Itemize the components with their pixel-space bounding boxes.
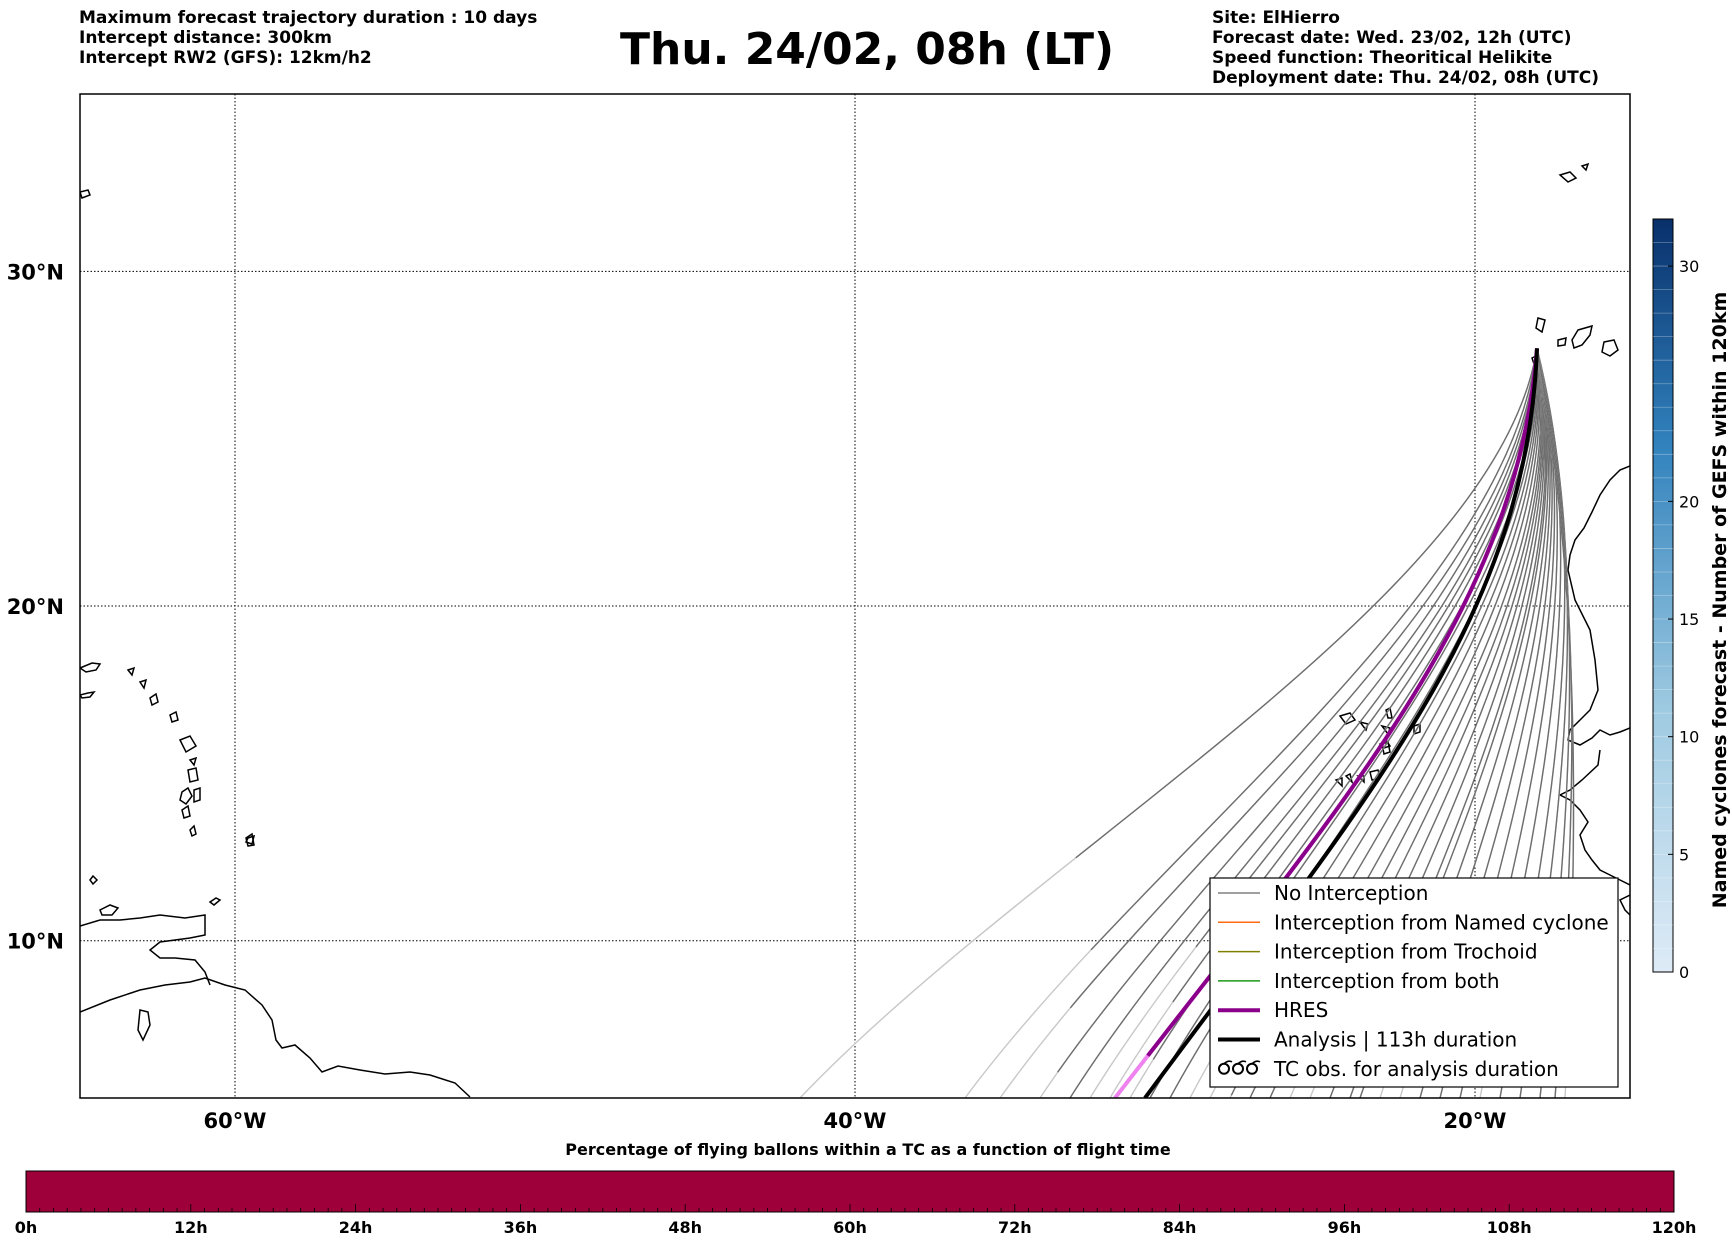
cape-verde-island-4: [1413, 722, 1421, 736]
cyclone-colorbar: 0 5 10 15 20 30 Named cyclones forecast - Num…: [1652, 218, 1731, 982]
north-america-coast: [80, 189, 91, 199]
header-info-left: Maximum forecast trajectory duration : 1…: [79, 8, 537, 68]
forecast-date-text: Forecast date: Wed. 23/02, 12h (UTC): [1212, 28, 1572, 48]
time-tick-label: 36h: [504, 1218, 538, 1237]
trajectory-no-interception: [1039, 348, 1538, 1098]
time-tick-label: 12h: [174, 1218, 208, 1237]
lon-label: 40°W: [824, 1109, 887, 1133]
time-tick-label: 120h: [1652, 1218, 1697, 1237]
cape-verde-island-10: [1385, 706, 1393, 719]
time-tick-label: 48h: [668, 1218, 702, 1237]
antilles-island-15: [181, 804, 191, 819]
trajectory-no-interception: [964, 348, 1538, 1098]
site-text: Site: ElHierro: [1212, 8, 1340, 28]
trajectory-no-interception: [1069, 348, 1538, 1098]
antilles-island-5: [187, 767, 199, 783]
cape-verde-island-1: [1338, 712, 1357, 725]
time-tick-label: 0h: [15, 1218, 38, 1237]
legend-box: [1209, 877, 1619, 1088]
cyclone-colorbar-ticks: 0 5 10 15 20 30: [1653, 242, 1699, 982]
south-america-coast: [80, 977, 471, 1098]
time-tick-label: 24h: [339, 1218, 373, 1237]
madeira-island: [1558, 171, 1578, 183]
antilles-island-3: [89, 874, 99, 886]
time-colorbar: Percentage of flying ballons within a TC…: [15, 1140, 1697, 1237]
africa-west-coast: [1567, 465, 1630, 746]
map-frame: [79, 93, 1631, 1099]
cyclone-symbol-tail: [1237, 1060, 1247, 1065]
lat-label: 30°N: [7, 260, 64, 284]
caribbean-north-coast: [80, 914, 211, 986]
antilles-island-13: [245, 832, 255, 847]
legend-label: TC obs. for analysis duration: [1273, 1057, 1559, 1081]
cyclone-symbol-tail: [1251, 1060, 1261, 1065]
time-tick-label: 84h: [1163, 1218, 1197, 1237]
intercept-distance-text: Intercept distance: 300km: [79, 28, 332, 48]
trajectory-no-interception: [999, 348, 1538, 1098]
colorbar-tick-label: 0: [1679, 963, 1689, 982]
legend: No Interception Interception from Named c…: [1209, 877, 1619, 1088]
time-bar-title: Percentage of flying ballons within a TC…: [565, 1140, 1171, 1159]
page-title: Thu. 24/02, 08h (LT): [620, 24, 1115, 75]
canary-island-1: [1535, 317, 1546, 334]
cyclone-symbol-tail: [1223, 1060, 1233, 1065]
antilles-island-10: [149, 692, 159, 707]
colorbar-tick-label: 20: [1679, 492, 1699, 511]
time-tick-label: 108h: [1487, 1218, 1532, 1237]
legend-label: Interception from both: [1274, 969, 1500, 993]
trajectory-no-interception: [1189, 348, 1539, 1098]
colorbar-tick-label: 10: [1679, 728, 1699, 747]
colorbar-tick-label: 30: [1679, 257, 1699, 276]
speed-function-text: Speed function: Theoritical Helikite: [1212, 48, 1553, 68]
legend-label: Interception from Trochoid: [1274, 940, 1538, 964]
canary-island-3: [1571, 324, 1594, 349]
madeira-island-2: [1580, 162, 1590, 172]
cape-verde-island-5: [1381, 741, 1391, 755]
time-tick-label: 96h: [1328, 1218, 1362, 1237]
antilles-island-2: [208, 897, 222, 906]
trajectory-no-interception: [799, 348, 1538, 1098]
cyclone-colorbar-gradient: [1652, 218, 1674, 973]
legend-label: No Interception: [1274, 881, 1428, 905]
canary-island-2: [1557, 337, 1567, 347]
colorbar-tick-label: 15: [1679, 610, 1699, 629]
longitude-labels: 60°W 40°W 20°W: [204, 1109, 1507, 1133]
antilles-island-14: [179, 786, 193, 806]
puerto-rico-coast: [80, 662, 102, 673]
time-bar-ticks: 0h 12h 24h 36h 48h 60h 72h 84h 96h 108h 120h: [15, 1204, 1697, 1237]
cyclone-colorbar-label: Named cyclones forecast - Number of GEFS…: [1709, 292, 1731, 909]
time-tick-label: 60h: [833, 1218, 867, 1237]
trinidad-coast: [137, 1009, 151, 1042]
antilles-island-9: [169, 710, 179, 723]
antilles-island-6: [193, 786, 201, 804]
intercept-rw2-text: Intercept RW2 (GFS): 12km/h2: [79, 48, 372, 68]
colorbar-tick-label: 5: [1679, 845, 1689, 864]
virgin-islands: [80, 690, 96, 699]
lat-label: 10°N: [7, 930, 64, 954]
time-tick-label: 72h: [998, 1218, 1032, 1237]
header-info-right: Site: ElHierro Forecast date: Wed. 23/02…: [1212, 8, 1599, 88]
antilles-island-12: [126, 666, 136, 677]
antilles-island-11: [138, 678, 148, 690]
antilles-island-8: [188, 756, 198, 767]
lon-label: 60°W: [204, 1109, 267, 1133]
legend-label: Interception from Named cyclone: [1274, 910, 1609, 934]
deployment-date-text: Deployment date: Thu. 24/02, 08h (UTC): [1212, 68, 1599, 88]
coastlines: [80, 162, 1630, 1098]
antilles-island-7: [178, 735, 198, 754]
latitude-labels: 30°N 20°N 10°N: [7, 260, 64, 953]
legend-label: Analysis | 113h duration: [1274, 1028, 1517, 1052]
africa-cape-verde-coast: [1558, 749, 1630, 886]
lon-label: 20°W: [1444, 1109, 1507, 1133]
legend-label: HRES: [1274, 998, 1328, 1022]
west-africa-bulge: [1618, 894, 1630, 916]
max-duration-text: Maximum forecast trajectory duration : 1…: [79, 8, 538, 28]
antilles-island-16: [189, 824, 197, 838]
canary-island-4: [1601, 339, 1619, 357]
lat-label: 20°N: [7, 595, 64, 619]
antilles-island-1: [99, 904, 120, 916]
